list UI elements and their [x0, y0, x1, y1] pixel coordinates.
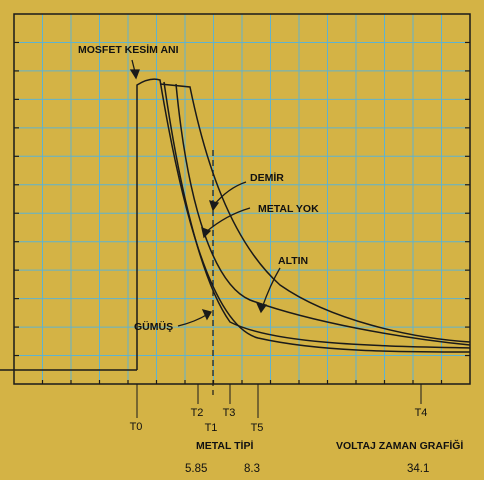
curve-demir	[159, 83, 471, 343]
label-gumus: GÜMÜŞ	[134, 320, 173, 333]
xtick-t3: T3	[223, 407, 236, 419]
xtick-t4: T4	[415, 407, 428, 419]
label-metal-yok: METAL YOK	[258, 203, 319, 215]
grid-lines	[14, 14, 470, 384]
curve-altin	[175, 83, 471, 346]
tick-leader-lines	[136, 384, 422, 418]
label-altin: ALTIN	[278, 255, 308, 267]
xtick-t5: T5	[251, 422, 264, 434]
annotation-arrows	[129, 59, 281, 327]
xtick-t0: T0	[130, 421, 143, 433]
value-label-2: 8.3	[244, 463, 260, 475]
xtick-t2: T2	[191, 407, 204, 419]
label-mosfet: MOSFET KESİM ANI	[78, 43, 179, 56]
x-axis-title: METAL TİPİ	[196, 439, 253, 452]
value-label-1: 5.85	[185, 463, 207, 475]
xtick-t1: T1	[205, 422, 218, 434]
chart-title: VOLTAJ ZAMAN GRAFİĞİ	[336, 439, 463, 452]
axis-tick-marks	[14, 41, 470, 384]
value-label-3: 34.1	[407, 463, 429, 475]
curve-gumus	[136, 78, 471, 370]
curve-metal-yok	[163, 81, 471, 349]
label-demir: DEMİR	[250, 171, 284, 184]
